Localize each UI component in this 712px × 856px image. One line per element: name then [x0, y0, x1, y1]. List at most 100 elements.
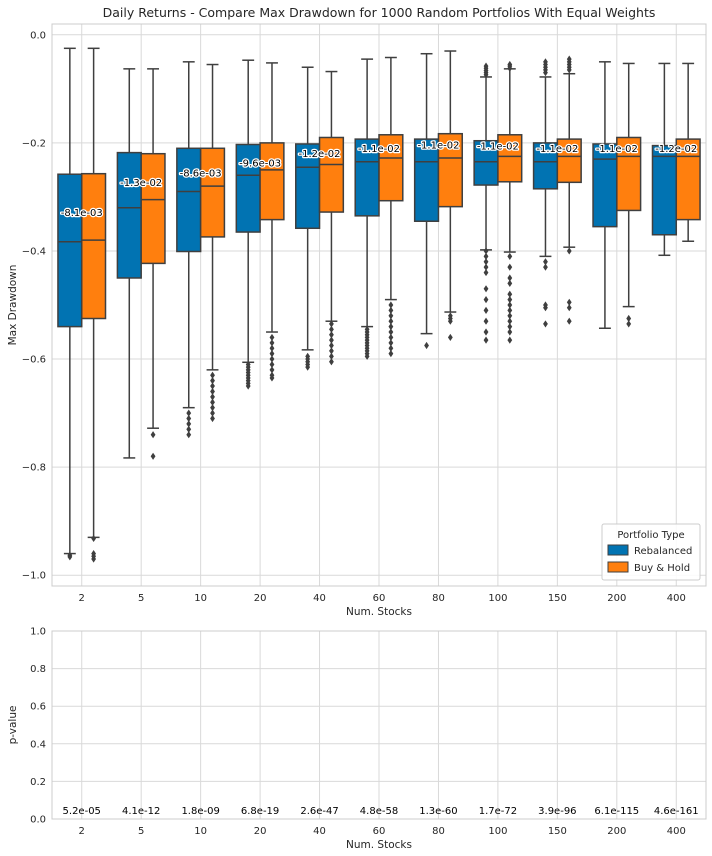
y-tick-label: −1.0 [22, 571, 46, 582]
p-value-labels: 5.2e-05 4.1e-12 1.8e-09 6.8e-19 2.6e-47 4.8e-… [63, 806, 699, 817]
flier-buy-hold-5 [150, 431, 156, 439]
flier-rebalanced-100 [483, 71, 489, 79]
p-value-label-200: 6.1e-115 [594, 806, 639, 817]
bottom-x-axis-label: Num. Stocks [346, 839, 412, 851]
diff-annotation-400: -1.2e-02 [655, 144, 697, 155]
flier-buy-hold-10 [210, 414, 215, 423]
flier-buy-hold-100 [507, 306, 513, 315]
flier-buy-hold-20 [269, 355, 275, 363]
flier-rebalanced-10 [186, 431, 192, 439]
flier-buy-hold-100 [507, 290, 513, 298]
y-tick-label: −0.8 [22, 463, 46, 474]
flier-buy-hold-100 [507, 252, 513, 260]
flier-buy-hold-100 [507, 323, 513, 331]
box-rebalanced-200 [592, 143, 618, 228]
diff-annotation-150: -1.1e-02 [536, 144, 578, 155]
flier-buy-hold-60 [388, 333, 394, 342]
flier-rebalanced-60 [364, 352, 370, 360]
diff-annotation-100: -1.1e-02 [477, 142, 519, 153]
flier-rebalanced-100 [483, 258, 489, 266]
flier-buy-hold-150 [566, 317, 572, 325]
flier-buy-hold-40 [329, 358, 334, 366]
flier-buy-hold-60 [388, 350, 394, 358]
flier-buy-hold-40 [329, 331, 334, 339]
flier-buy-hold-20 [269, 350, 275, 358]
box-buy-hold-80 [437, 132, 463, 208]
flier-buy-hold-60 [388, 317, 394, 325]
flier-buy-hold-60 [388, 306, 394, 315]
x-tick-label: 80 [432, 826, 445, 837]
flier-buy-hold-40 [329, 320, 334, 328]
box-buy-hold-10 [199, 147, 226, 238]
flier-buy-hold-150 [566, 298, 572, 306]
x-tick-label: 10 [194, 593, 207, 604]
y-tick-label: −0.2 [22, 138, 46, 149]
top-annotations: -8.1e-03 -1.3e-02 -8.6e-03 -9.6e-03 -1.2e-02… [59, 139, 698, 220]
bottom-gridlines [52, 630, 706, 820]
flier-rebalanced-2 [67, 553, 73, 561]
flier-buy-hold-100 [507, 312, 513, 320]
p-value-chart: 5.2e-05 4.1e-12 1.8e-09 6.8e-19 2.6e-47 4.8e-… [7, 627, 707, 851]
flier-buy-hold-60 [388, 339, 394, 347]
flier-buy-hold-2 [91, 555, 97, 563]
diff-annotation-60: -1.1e-02 [358, 144, 400, 155]
top-boxes [57, 47, 701, 563]
bottom-plot-frame [51, 630, 707, 820]
diff-annotation-40: -1.2e-02 [299, 149, 341, 160]
top-y-axis-label: Max Drawdown [7, 265, 19, 346]
y-tick-label: 0.0 [30, 30, 46, 41]
flier-rebalanced-10 [186, 409, 192, 417]
p-value-label-5: 4.1e-12 [122, 806, 160, 817]
flier-rebalanced-150 [543, 69, 548, 77]
top-gridlines [52, 24, 706, 586]
flier-buy-hold-20 [269, 333, 275, 342]
legend: Portfolio Type Rebalanced Buy & Hold [601, 523, 701, 581]
flier-buy-hold-60 [388, 301, 394, 309]
y-tick-label: 0.6 [30, 702, 46, 713]
flier-rebalanced-10 [186, 425, 192, 433]
flier-rebalanced-150 [543, 258, 548, 266]
p-value-label-20: 6.8e-19 [241, 806, 279, 817]
p-value-label-40: 2.6e-47 [300, 806, 338, 817]
x-tick-label: 2 [79, 826, 85, 837]
x-tick-label: 400 [667, 826, 686, 837]
flier-buy-hold-60 [388, 323, 394, 331]
box-buy-hold-60 [378, 134, 404, 202]
flier-buy-hold-100 [507, 336, 513, 344]
flier-buy-hold-60 [388, 328, 394, 336]
chart-title: Daily Returns - Compare Max Drawdown for… [103, 5, 656, 20]
flier-buy-hold-100 [507, 64, 513, 72]
bottom-y-axis-label: p-value [7, 706, 19, 745]
flier-buy-hold-20 [269, 344, 275, 352]
y-tick-label: 0.2 [30, 777, 46, 788]
flier-rebalanced-10 [186, 414, 192, 423]
x-tick-label: 60 [373, 826, 386, 837]
y-tick-label: 1.0 [30, 627, 46, 638]
x-tick-label: 20 [254, 826, 267, 837]
flier-buy-hold-10 [210, 371, 215, 379]
flier-buy-hold-10 [210, 409, 215, 417]
flier-buy-hold-20 [269, 339, 275, 347]
diff-annotation-200: -1.1e-02 [596, 144, 638, 155]
legend-label-buy-hold: Buy & Hold [634, 563, 690, 574]
box-buy-hold-400 [675, 138, 701, 221]
flier-rebalanced-100 [483, 263, 489, 271]
bottom-x-tick-labels: 2 5 10 20 40 60 80 100 150 200 400 [79, 826, 686, 837]
box-rebalanced-5 [116, 151, 142, 279]
p-value-label-10: 1.8e-09 [181, 806, 219, 817]
x-tick-label: 200 [607, 826, 626, 837]
x-tick-label: 5 [138, 593, 144, 604]
flier-buy-hold-40 [329, 336, 334, 344]
diff-annotation-2: -8.1e-03 [61, 208, 103, 219]
box-rebalanced-2 [57, 173, 83, 328]
flier-rebalanced-10 [186, 420, 192, 428]
flier-rebalanced-20 [245, 382, 251, 390]
x-tick-label: 150 [548, 593, 567, 604]
flier-buy-hold-20 [269, 360, 275, 369]
x-tick-label: 60 [373, 593, 386, 604]
flier-rebalanced-150 [543, 320, 548, 328]
flier-rebalanced-150 [543, 304, 548, 312]
flier-buy-hold-200 [626, 320, 632, 328]
flier-buy-hold-100 [507, 301, 513, 309]
flier-rebalanced-80 [424, 341, 429, 350]
